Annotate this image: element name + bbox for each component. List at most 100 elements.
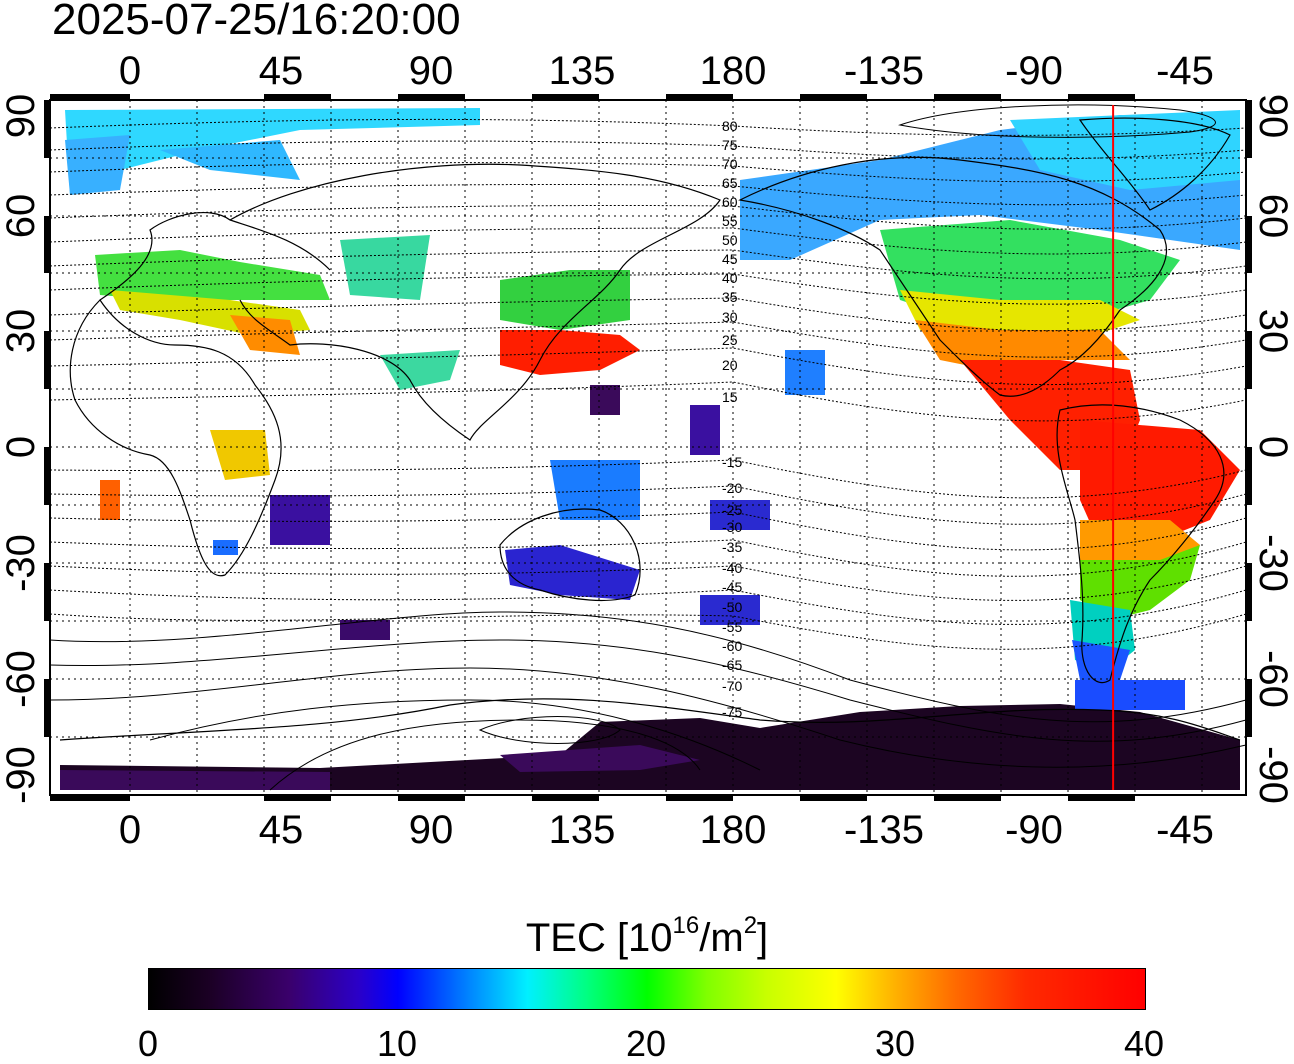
colorbar-title-unit: /m [699, 916, 744, 960]
contour-line [49, 539, 1247, 577]
lat-tick-right: 90 [1251, 94, 1294, 139]
contour-label: 80 [722, 118, 738, 134]
bottom-longitude-labels: 0 45 90 135 180 -135 -90 -45 [119, 808, 1214, 852]
tec-patch-south-america-green [1080, 545, 1200, 620]
lon-tick-top: -135 [844, 49, 924, 93]
lon-tick-bottom: 90 [409, 808, 454, 852]
tec-patch-africa-south [270, 495, 330, 545]
coastline-north-america [738, 156, 1167, 397]
coastline-asia [229, 163, 721, 441]
coastline-south-america [1056, 404, 1225, 684]
contour-label: -70 [722, 678, 742, 694]
tec-patch-china-red [500, 330, 640, 375]
contour-label: 15 [722, 389, 738, 405]
lat-tick-left: -60 [0, 650, 43, 708]
tec-patch-russia [160, 140, 300, 180]
colorbar-tick-label: 30 [874, 1023, 916, 1064]
contour-label-group: 80 75 70 65 60 55 50 45 40 35 30 25 20 1… [722, 118, 742, 720]
tec-patch-africa-cape [213, 540, 238, 555]
contour-label: 70 [722, 156, 738, 172]
contour-line [49, 162, 1247, 183]
tec-patch-europe [95, 250, 330, 300]
contour-line [49, 381, 1247, 422]
lat-tick-left: 0 [0, 436, 43, 458]
tec-patch-africa-west [100, 480, 120, 520]
contour-line [49, 347, 1247, 386]
lon-tick-bottom: 45 [259, 808, 304, 852]
tec-patch-antarctica [60, 704, 1240, 790]
contour-line [49, 565, 1247, 601]
contour-label: -15 [722, 454, 742, 470]
tec-data-layer [60, 108, 1240, 790]
contour-label: 55 [722, 213, 738, 229]
contour-line [49, 611, 1247, 723]
contour-label: -55 [722, 619, 742, 635]
tec-patch-south-america-red [1080, 420, 1240, 545]
lat-tick-right: -30 [1251, 534, 1294, 592]
colorbar-title: TEC [1016/m2] [0, 902, 1294, 962]
contour-label: 40 [722, 270, 738, 286]
lon-tick-top: 0 [119, 49, 141, 93]
right-latitude-labels: 90 60 30 0 -30 -60 -90 [1251, 94, 1294, 804]
contour-label: 50 [722, 232, 738, 248]
tec-patch-philippines [590, 385, 620, 415]
tec-patch-antarctica-east [500, 745, 700, 772]
colorbar-tick-label: 40 [1123, 1023, 1165, 1064]
contour-label: -25 [722, 502, 742, 518]
contour-line [49, 118, 1247, 136]
contour-line [269, 719, 701, 791]
contour-label: 20 [722, 357, 738, 373]
contour-label: -60 [722, 638, 742, 654]
contour-label: 35 [722, 289, 738, 305]
colorbar-tick-label: 10 [376, 1023, 418, 1064]
colorbar-title-close: ] [757, 916, 769, 960]
contour-line [49, 667, 1247, 768]
coastline-africa [69, 299, 282, 577]
colorbar-tick-label: 20 [625, 1023, 667, 1064]
contour-line [49, 183, 1247, 206]
frame-tick-bars [44, 94, 1252, 801]
lon-tick-bottom: 0 [119, 808, 141, 852]
contour-line [49, 613, 1247, 650]
tec-patch-china-green [500, 270, 630, 330]
lon-tick-top: -45 [1156, 49, 1214, 93]
tec-patch-south-atlantic [1075, 680, 1185, 710]
contour-line [49, 227, 1247, 255]
tec-patch-arctic-norway [65, 135, 130, 195]
lon-tick-top: 90 [409, 49, 454, 93]
contour-line [49, 273, 1247, 305]
tec-patch-africa-east [210, 430, 270, 480]
lon-tick-top: -90 [1005, 49, 1063, 93]
contour-label: -75 [722, 704, 742, 720]
tec-colorbar [148, 968, 1146, 1010]
contour-label: 25 [722, 332, 738, 348]
contour-line [898, 104, 1216, 138]
contour-line [49, 249, 1247, 280]
lon-tick-bottom: 135 [549, 808, 616, 852]
tec-patch-central-asia [340, 235, 430, 300]
contour-line [49, 140, 1247, 160]
lat-tick-right: -90 [1251, 746, 1294, 804]
left-latitude-labels: 90 60 30 0 -30 -60 -90 [0, 94, 43, 804]
lon-tick-top: 45 [259, 49, 304, 93]
lat-tick-left: -90 [0, 746, 43, 804]
lat-tick-left: 30 [0, 309, 43, 354]
contour-label: -35 [722, 539, 742, 555]
contour-line [49, 205, 1247, 230]
tec-patch-pacific-blue [785, 350, 825, 395]
lon-tick-bottom: 180 [700, 808, 767, 852]
contour-line [478, 716, 621, 744]
lat-tick-right: 60 [1251, 194, 1294, 239]
contour-label: 30 [722, 309, 738, 325]
contour-label: 45 [722, 251, 738, 267]
tec-patch-south-pacific [340, 620, 390, 640]
coastlines [59, 117, 1241, 741]
contour-line [49, 511, 1247, 551]
colorbar-title-unit-exponent: 2 [743, 912, 758, 939]
tec-patch-middle-east [230, 315, 300, 355]
contour-label: 65 [722, 175, 738, 191]
timestamp-title: 2025-07-25/16:20:00 [52, 0, 461, 44]
contour-line [49, 459, 1247, 499]
lat-tick-left: 60 [0, 194, 43, 239]
contour-label: -20 [722, 480, 742, 496]
